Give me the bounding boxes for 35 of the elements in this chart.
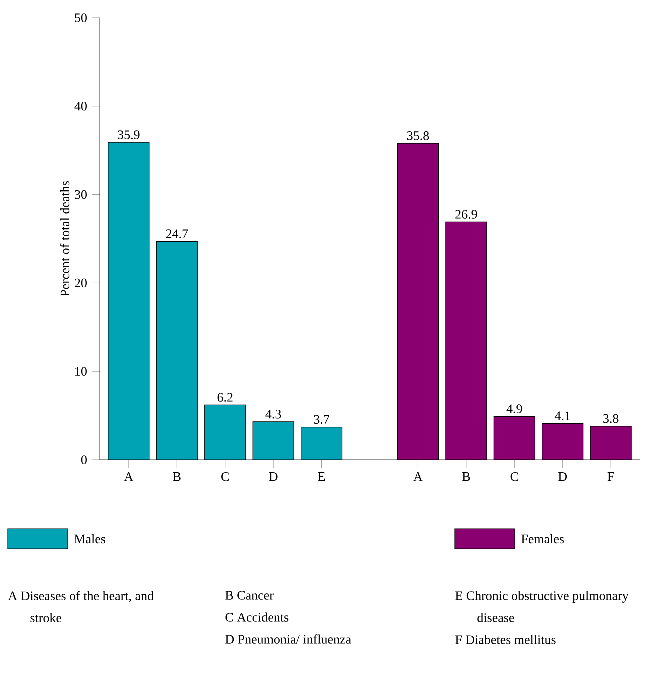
- x-tick-label: D: [269, 472, 278, 482]
- data-label: 4.9: [506, 404, 522, 414]
- y-tick-label: 40: [74, 102, 87, 111]
- data-label: 26.9: [456, 210, 478, 219]
- y-tick-label: 50: [75, 14, 87, 22]
- data-label: 3.7: [314, 415, 330, 424]
- y-tick-label: 10: [76, 367, 87, 376]
- data-label: 35.8: [407, 131, 430, 140]
- data-label: 4.3: [266, 410, 282, 419]
- y-tick-label: 30: [75, 190, 87, 200]
- y-tick-label: 20: [75, 278, 87, 288]
- text: B Cancer: [226, 591, 274, 600]
- data-label: 3.8: [604, 414, 619, 424]
- data-label: 24.7: [166, 230, 188, 238]
- data-label: 4.1: [554, 412, 570, 421]
- text: E Chronic obstructive pulmonary disease: [456, 591, 629, 622]
- x-tick-label: A: [124, 472, 134, 482]
- legend-label: Males: [74, 534, 106, 544]
- y-tick-label: 0: [81, 456, 87, 464]
- x-tick-label: C: [510, 472, 518, 482]
- data-label: 6.2: [218, 393, 233, 402]
- legend-label: Females: [522, 534, 564, 544]
- text: A Diseases of the heart, and stroke: [8, 591, 154, 622]
- y-axis-title: Percent of total deaths: [60, 182, 70, 297]
- x-tick-label: B: [462, 472, 470, 482]
- text: F Diabetes mellitus: [456, 635, 556, 644]
- text: C Accidents: [226, 612, 289, 622]
- x-tick-label: E: [318, 472, 326, 482]
- data-label: 35.9: [118, 130, 140, 140]
- x-tick-label: B: [173, 472, 181, 482]
- x-tick-label: C: [222, 472, 229, 482]
- x-tick-label: A: [414, 472, 423, 482]
- x-tick-label: F: [608, 472, 614, 482]
- text: D Pneumonia/ influenza: [226, 634, 352, 644]
- x-tick-label: D: [558, 472, 568, 482]
